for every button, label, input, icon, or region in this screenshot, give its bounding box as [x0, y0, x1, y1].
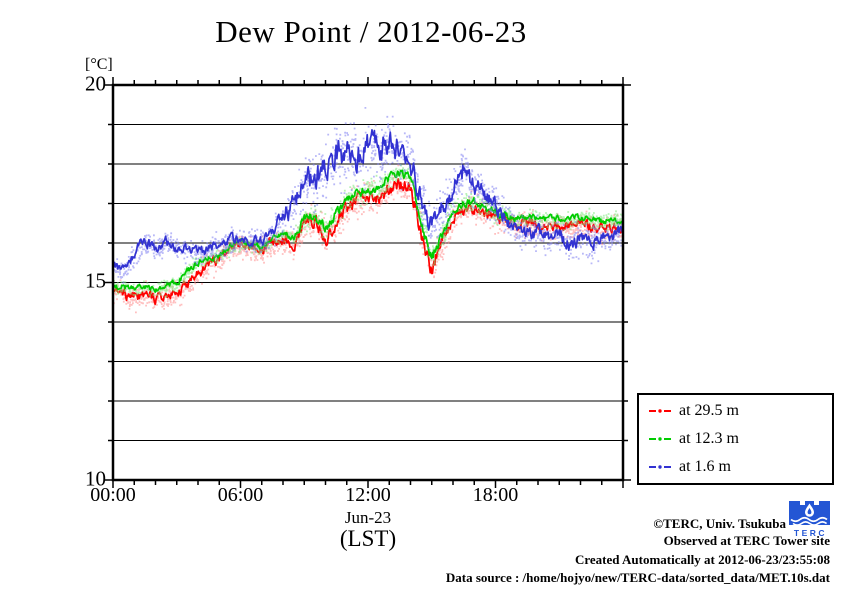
- legend-item-29-5m: at 29.5 m: [648, 398, 832, 424]
- y-tick-label-15: 15: [85, 268, 106, 293]
- x-tick-label-0600: 06:00: [217, 484, 264, 506]
- x-axis-timezone-label: (LST): [339, 526, 397, 551]
- x-tick-label-0000: 00:00: [90, 484, 136, 506]
- footer-created-at: Created Automatically at 2012-06-23/23:5…: [574, 552, 830, 567]
- legend-marker-green-line-icon: [649, 437, 671, 441]
- x-tick-label-1800: 18:00: [472, 484, 519, 506]
- legend-item-12-3m: at 12.3 m: [648, 426, 832, 452]
- legend-label-29-5m: at 29.5 m: [679, 402, 739, 419]
- legend-box: at 29.5 m at 12.3 m at 1.6 m: [637, 393, 834, 485]
- series-line-0: [113, 178, 623, 306]
- legend-label-12-3m: at 12.3 m: [679, 430, 739, 447]
- series-line-1: [113, 169, 623, 293]
- legend-marker-red-line-icon: [649, 409, 671, 413]
- legend-label-1-6m: at 1.6 m: [679, 458, 731, 475]
- terc-logo-wave-upper: [790, 516, 828, 523]
- x-tick-label-1200: 12:00: [345, 484, 391, 506]
- terc-logo-droplet-inner: [807, 508, 812, 515]
- y-axis-unit-label: [°C]: [85, 56, 113, 73]
- footer-data-source: Data source : /home/hojyo/new/TERC-data/…: [445, 570, 830, 585]
- legend-marker-blue-line-icon: [649, 465, 671, 469]
- plot-frame: [111, 83, 625, 482]
- footer-copyright: ©TERC, Univ. Tsukuba: [653, 516, 786, 531]
- terc-logo-wave-lower: [792, 521, 828, 526]
- footer-observed-at: Observed at TERC Tower site: [663, 533, 830, 548]
- y-tick-label-10: 10: [85, 466, 106, 491]
- y-tick-label-20: 20: [85, 71, 106, 96]
- chart-title: Dew Point / 2012-06-23: [215, 14, 527, 49]
- legend-item-1-6m: at 1.6 m: [648, 454, 832, 480]
- terc-logo-text: TERC: [794, 528, 827, 538]
- series-line-2: [113, 129, 623, 270]
- terc-logo: TERC: [789, 501, 830, 538]
- plot-data-layer: [113, 107, 623, 314]
- x-axis-date-label: Jun-23: [344, 508, 392, 527]
